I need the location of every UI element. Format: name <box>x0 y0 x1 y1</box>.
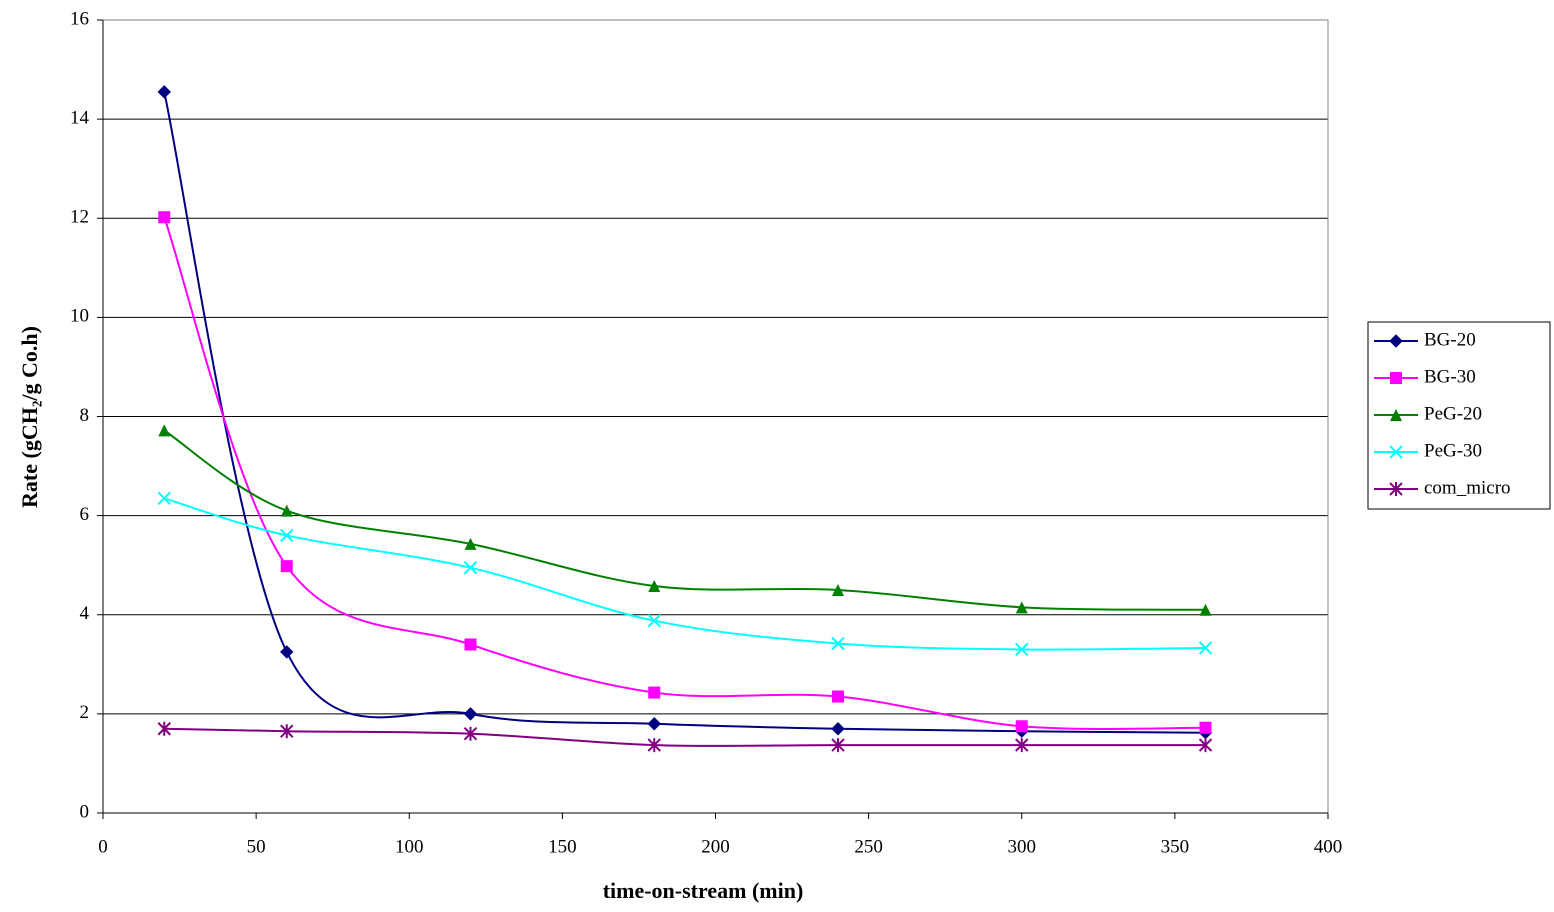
marker <box>281 505 293 517</box>
marker <box>1016 720 1028 732</box>
x-tick-label: 400 <box>1314 836 1343 857</box>
marker <box>648 718 660 730</box>
legend-label: PeG-30 <box>1424 440 1482 461</box>
marker-shape <box>281 646 293 658</box>
marker <box>158 492 170 504</box>
marker <box>1200 722 1212 734</box>
marker <box>281 646 293 658</box>
legend-label: BG-30 <box>1424 366 1476 387</box>
marker-shape <box>158 86 170 98</box>
x-tick-label: 200 <box>701 836 730 857</box>
marker-shape <box>158 424 170 436</box>
x-tick-label: 250 <box>854 836 883 857</box>
y-tick-label: 6 <box>80 504 90 525</box>
marker <box>465 708 477 720</box>
marker <box>281 560 293 572</box>
marker-shape <box>465 638 477 650</box>
chart: time-on-stream (min) Rate (gCH₂/g Co.h) … <box>0 0 1554 912</box>
legend-label: BG-20 <box>1424 329 1476 350</box>
marker-shape <box>158 492 170 504</box>
x-tick-label: 300 <box>1008 836 1037 857</box>
marker <box>158 211 170 223</box>
marker <box>465 638 477 650</box>
marker-shape <box>648 687 660 699</box>
marker-shape <box>648 718 660 730</box>
series-line <box>164 92 1205 733</box>
x-tick-label: 100 <box>395 836 424 857</box>
marker <box>832 691 844 703</box>
marker-shape <box>832 723 844 735</box>
marker <box>648 687 660 699</box>
marker-shape <box>281 505 293 517</box>
marker-shape <box>1200 722 1212 734</box>
marker-shape <box>281 560 293 572</box>
x-tick-label: 150 <box>548 836 577 857</box>
y-tick-label: 12 <box>70 207 89 228</box>
marker-shape <box>1390 372 1402 384</box>
x-tick-label: 50 <box>247 836 266 857</box>
x-tick-label: 350 <box>1161 836 1190 857</box>
legend-label: PeG-20 <box>1424 403 1482 424</box>
y-tick-label: 0 <box>80 801 90 822</box>
marker-shape <box>832 691 844 703</box>
x-axis-title: time-on-stream (min) <box>603 878 804 903</box>
series-line <box>164 430 1205 609</box>
y-axis-title: Rate (gCH₂/g Co.h) <box>17 326 42 508</box>
marker-shape <box>1016 720 1028 732</box>
y-tick-label: 8 <box>80 405 90 426</box>
marker-shape <box>465 708 477 720</box>
x-tick-label: 0 <box>98 836 108 857</box>
y-tick-label: 14 <box>70 107 90 128</box>
marker <box>158 86 170 98</box>
y-tick-label: 16 <box>70 8 89 29</box>
y-tick-label: 2 <box>80 702 90 723</box>
series-line <box>164 217 1205 729</box>
marker <box>832 723 844 735</box>
y-tick-label: 4 <box>80 603 90 624</box>
marker <box>1390 372 1402 384</box>
marker <box>158 424 170 436</box>
marker-shape <box>158 211 170 223</box>
y-tick-label: 10 <box>70 306 89 327</box>
legend-label: com_micro <box>1424 477 1511 498</box>
